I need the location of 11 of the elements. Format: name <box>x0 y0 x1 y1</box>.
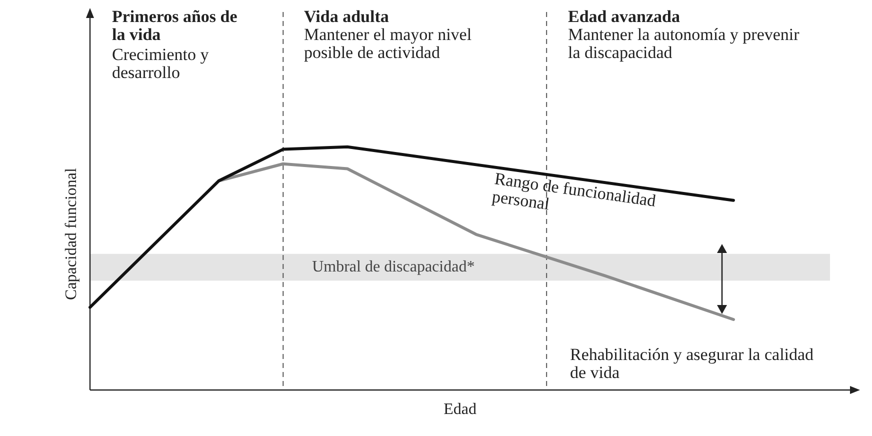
annotation: Rango de funcionalidad personal <box>490 169 658 216</box>
text: Mantener la autonomía y prevenir la discapacidad <box>568 25 800 62</box>
y-axis-title: Capacidad funcional <box>63 167 80 300</box>
text: Edad avanzada <box>568 7 681 26</box>
annotation: Rehabilitación y asegurar la calidad de vida <box>570 345 815 382</box>
text: Mantener el mayor nivel posible de actividad <box>304 25 473 62</box>
x-axis-title: Edad <box>444 401 476 418</box>
text: Primeros años de la vida <box>112 7 238 44</box>
text: Crecimiento y desarrollo <box>112 45 210 82</box>
text: Vida adulta <box>304 7 390 26</box>
band-label: Umbral de discapacidad* <box>312 258 475 276</box>
